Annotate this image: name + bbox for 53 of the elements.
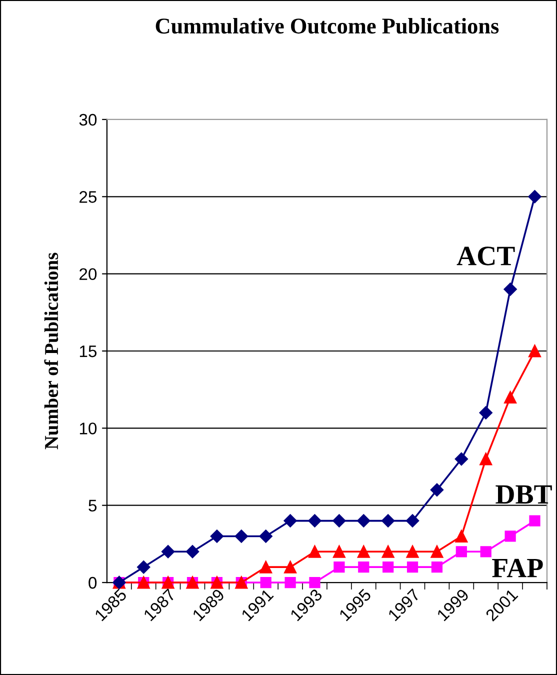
point bbox=[161, 545, 175, 558]
y-tick-label: 0 bbox=[88, 576, 97, 589]
point bbox=[260, 576, 272, 588]
point bbox=[332, 514, 346, 528]
point bbox=[308, 545, 321, 558]
point bbox=[357, 514, 370, 528]
point bbox=[529, 515, 540, 526]
point bbox=[456, 546, 467, 558]
point bbox=[504, 530, 516, 542]
point bbox=[504, 391, 517, 404]
series-label: DBT bbox=[496, 485, 552, 504]
y-tick-label: 15 bbox=[80, 346, 97, 358]
point bbox=[406, 562, 418, 573]
point bbox=[528, 190, 542, 204]
series-label: ACT bbox=[456, 246, 515, 266]
point bbox=[334, 562, 345, 573]
point bbox=[528, 344, 541, 358]
point bbox=[430, 483, 444, 497]
point bbox=[284, 514, 297, 528]
point bbox=[454, 452, 468, 466]
series-label: FAP bbox=[492, 558, 543, 578]
point bbox=[308, 514, 322, 528]
point bbox=[431, 562, 443, 573]
point bbox=[234, 530, 248, 543]
y-tick-label: 30 bbox=[79, 114, 97, 126]
chart-title: Cummulative Outcome Publications bbox=[156, 18, 499, 34]
point bbox=[455, 530, 468, 542]
point bbox=[210, 530, 224, 543]
point bbox=[406, 514, 420, 528]
y-tick-label: 25 bbox=[80, 191, 97, 203]
y-tick-label: 10 bbox=[80, 422, 97, 434]
point bbox=[357, 545, 370, 558]
point bbox=[382, 562, 394, 573]
point bbox=[284, 576, 296, 588]
point bbox=[504, 282, 517, 296]
point bbox=[381, 514, 395, 528]
point bbox=[480, 452, 492, 466]
y-tick-label: 5 bbox=[88, 500, 97, 512]
point bbox=[430, 545, 444, 558]
point bbox=[137, 560, 150, 574]
point bbox=[186, 545, 200, 558]
point bbox=[406, 545, 419, 558]
point bbox=[309, 576, 320, 588]
point bbox=[479, 406, 492, 420]
point bbox=[260, 560, 272, 574]
point bbox=[332, 545, 346, 558]
point bbox=[259, 530, 272, 543]
point bbox=[480, 546, 492, 558]
y-axis-title: Number of Publications bbox=[44, 252, 58, 450]
point bbox=[284, 560, 297, 574]
y-tick-label: 20 bbox=[80, 268, 97, 280]
point bbox=[358, 562, 370, 573]
point bbox=[382, 545, 394, 558]
